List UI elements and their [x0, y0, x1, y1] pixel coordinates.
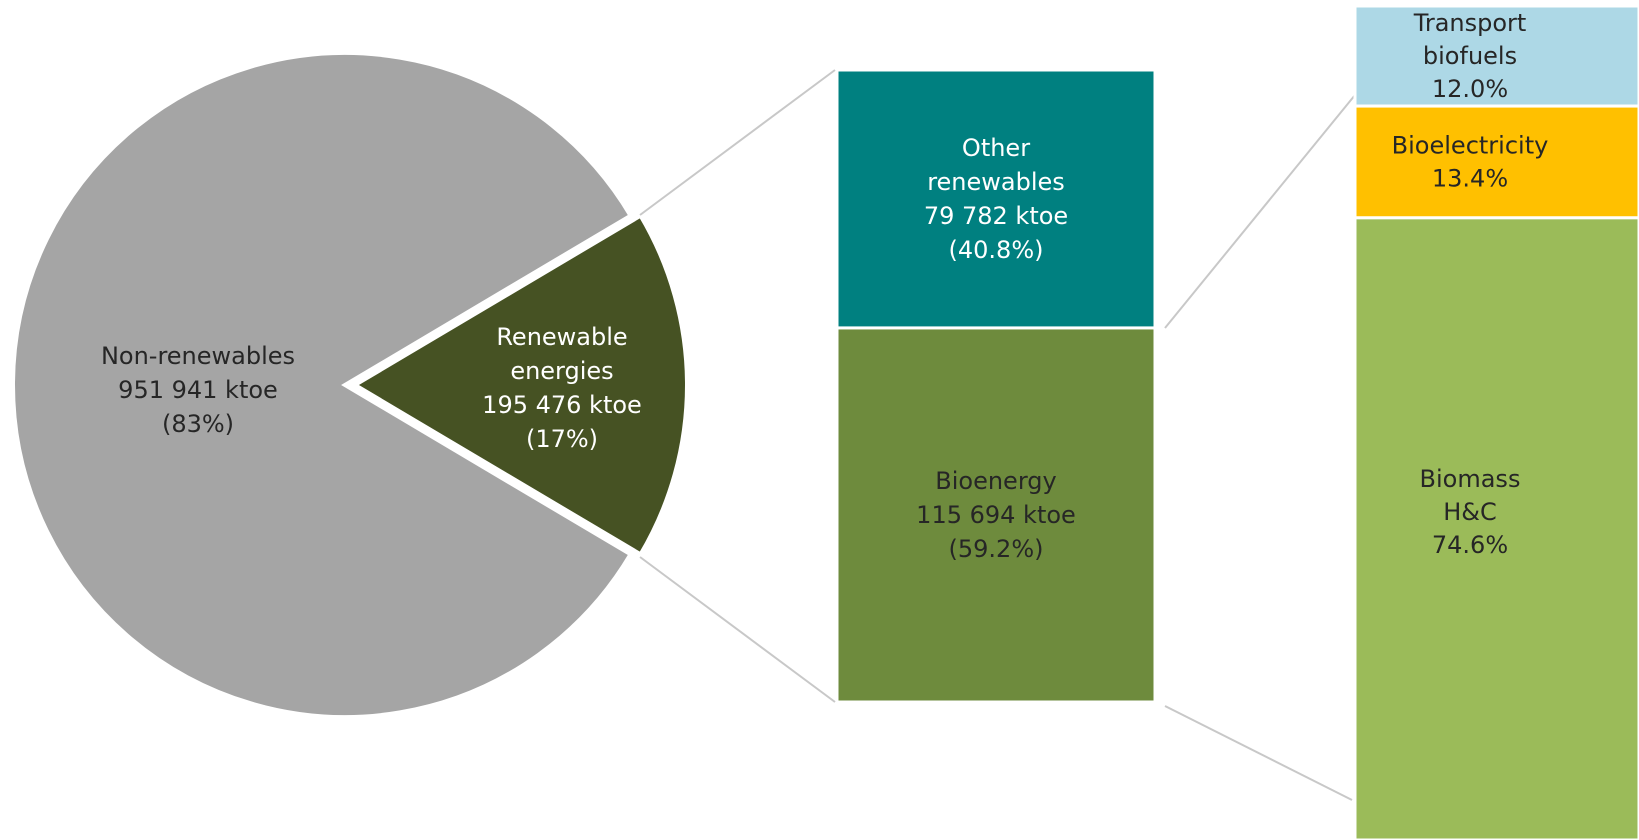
pie-slice-non-renewables	[10, 51, 634, 719]
pie-slice-renewables	[351, 212, 689, 558]
bar2-segment-transport-biofuels	[1353, 4, 1639, 108]
bar2-label-transport-biofuels: Transport biofuels 12.0%	[1413, 9, 1527, 103]
bar2-segment-bioelectricity	[1353, 104, 1639, 220]
bar2-label-bioelectricity: Bioelectricity 13.4%	[1392, 131, 1549, 192]
renewables-breakdown-bar: Other renewables 79 782 ktoe (40.8%) Bioener…	[835, 68, 1157, 704]
connector-pie-to-bar1-bottom	[639, 556, 836, 703]
connector-bar1-to-bar2-bottom	[1164, 705, 1353, 801]
bioenergy-breakdown-bar: Transport biofuels 12.0% Bioelectricity 13.4…	[1353, 4, 1639, 840]
connector-bar1-to-bar2-top	[1164, 94, 1356, 329]
connector-lines	[639, 69, 1356, 801]
bar1-label-bioenergy: Bioenergy 115 694 ktoe (59.2%)	[916, 467, 1076, 563]
bar1-segment-bioenergy	[835, 326, 1157, 704]
connector-pie-to-bar1-top	[639, 69, 836, 216]
bar1-label-other-renewables: Other renewables 79 782 ktoe (40.8%)	[924, 134, 1068, 264]
bar2-segment-biomass-hc	[1353, 216, 1639, 840]
bar1-segment-other-renewables	[835, 68, 1157, 330]
pie-label-non-renewables: Non-renewables 951 941 ktoe (83%)	[101, 342, 295, 438]
pie-chart: Non-renewables 951 941 ktoe (83%) Renewable…	[10, 51, 689, 719]
bar2-label-biomass-hc: Biomass H&C 74.6%	[1420, 465, 1521, 559]
pie-label-renewables: Renewable energies 195 476 ktoe (17%)	[482, 323, 642, 453]
